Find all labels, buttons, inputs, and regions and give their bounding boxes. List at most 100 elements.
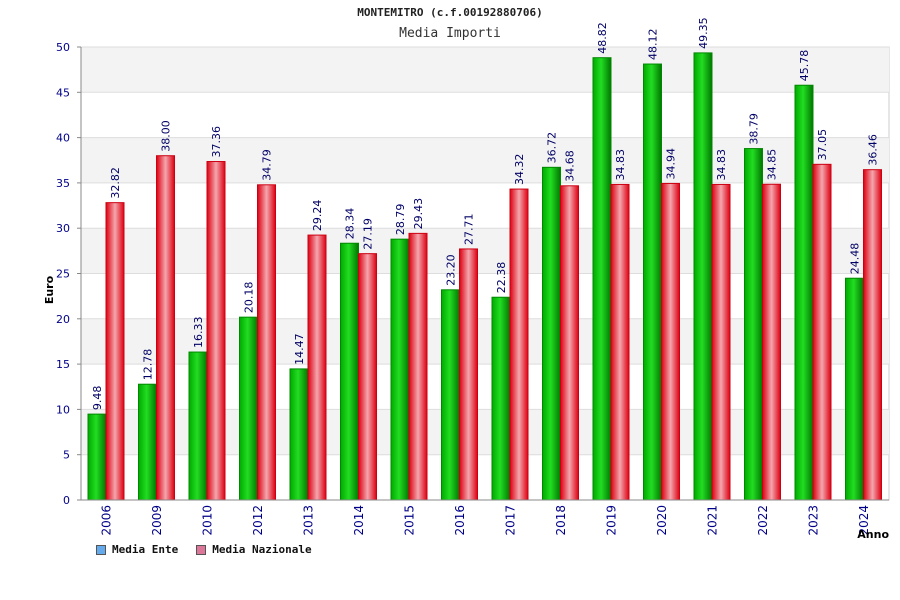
y-tick-label: 15	[56, 358, 70, 371]
chart-subtitle: Media Importi	[399, 26, 501, 41]
x-tick-label: 2020	[655, 505, 669, 536]
data-label: 20.18	[243, 282, 256, 314]
bar-media-ente	[87, 413, 107, 501]
x-tick-label: 2010	[200, 505, 214, 536]
data-label: 38.00	[160, 120, 173, 152]
x-tick-label: 2023	[806, 505, 820, 536]
bar-media-nazionale	[257, 184, 276, 501]
x-tick-label: 2024	[857, 505, 871, 536]
bar-media-ente	[744, 148, 763, 501]
bar-media-nazionale	[156, 155, 175, 501]
bar-media-ente	[592, 57, 612, 501]
data-label: 34.32	[513, 154, 526, 186]
y-tick-label: 10	[56, 403, 70, 416]
data-label: 22.38	[495, 262, 508, 294]
data-label: 34.79	[261, 149, 274, 181]
data-label: 9.48	[91, 386, 104, 411]
bar-media-ente	[845, 277, 864, 501]
labels-layer: 9.48 32.82 12.78 38.00 16.33 37.36 20.18 34.79 1…	[91, 17, 880, 410]
legend-item-media-ente: Media Ente	[96, 543, 178, 556]
x-tick-label: 2006	[99, 505, 113, 536]
data-label: 37.05	[816, 129, 829, 161]
y-tick-label: 45	[56, 86, 70, 99]
bar-media-nazionale	[408, 232, 428, 501]
bar-media-nazionale	[459, 248, 478, 501]
bar-media-ente	[188, 351, 208, 501]
bar-media-nazionale	[206, 161, 226, 501]
data-label: 34.83	[715, 149, 728, 181]
chart-title: MONTEMITRO (c.f.00192880706)	[357, 6, 543, 19]
x-tick-label: 2013	[301, 505, 315, 536]
data-label: 24.48	[849, 243, 862, 275]
data-label: 34.85	[766, 149, 779, 181]
bars-layer	[87, 52, 882, 501]
bar-media-nazionale	[307, 234, 327, 501]
data-label: 29.43	[412, 198, 425, 230]
bar-media-nazionale	[711, 183, 731, 501]
y-tick-label: 30	[56, 222, 70, 235]
data-label: 23.20	[445, 254, 458, 286]
bar-media-nazionale	[509, 188, 529, 501]
data-label: 36.72	[546, 132, 559, 164]
bar-media-nazionale	[661, 182, 680, 501]
x-tick-label: 2019	[604, 505, 618, 536]
bar-media-nazionale	[762, 183, 781, 501]
x-tick-label: 2022	[756, 505, 770, 536]
y-tick-label: 20	[56, 313, 70, 326]
data-label: 38.79	[748, 113, 761, 145]
legend: Media Ente Media Nazionale	[96, 543, 312, 556]
data-label: 48.82	[596, 22, 609, 54]
y-tick-label: 25	[56, 268, 70, 281]
bar-media-ente	[441, 289, 460, 501]
data-label: 34.94	[665, 148, 678, 180]
data-label: 34.83	[614, 149, 627, 181]
legend-label-media-ente: Media Ente	[112, 543, 179, 556]
bar-media-nazionale	[105, 202, 125, 501]
bar-media-ente	[794, 84, 814, 501]
data-label: 34.68	[564, 150, 577, 182]
bar-media-ente	[138, 383, 157, 501]
data-label: 27.19	[362, 218, 375, 250]
data-label: 14.47	[293, 333, 306, 365]
data-label: 37.36	[210, 126, 223, 158]
bar-media-nazionale	[812, 163, 832, 501]
bar-media-ente	[643, 63, 662, 501]
y-tick-label: 0	[63, 494, 70, 507]
data-label: 36.46	[867, 134, 880, 166]
data-label: 27.71	[463, 213, 476, 245]
grid-band	[81, 47, 889, 93]
data-label: 45.78	[798, 50, 811, 82]
x-tick-label: 2018	[554, 505, 568, 536]
legend-item-media-nazionale: Media Nazionale	[196, 543, 312, 556]
axes-layer: 0 5 10 15 20 25 30 35 40 45 50 2006 2009 2010 2012 2013…	[43, 41, 889, 541]
x-tick-label: 2014	[352, 505, 366, 536]
data-label: 28.34	[344, 208, 357, 240]
y-tick-label: 5	[63, 449, 70, 462]
bar-media-nazionale	[610, 183, 630, 501]
bar-media-ente	[542, 166, 561, 501]
y-tick-label: 50	[56, 41, 70, 54]
x-tick-label: 2021	[705, 505, 719, 536]
bar-media-ente	[340, 242, 359, 501]
legend-label-media-nazionale: Media Nazionale	[212, 543, 312, 556]
data-label: 29.24	[311, 200, 324, 232]
data-label: 16.33	[192, 317, 205, 349]
bar-media-ente	[491, 296, 511, 501]
legend-swatch-media-nazionale	[196, 544, 207, 555]
data-label: 28.79	[394, 204, 407, 236]
bar-media-nazionale	[863, 169, 882, 501]
data-label: 32.82	[109, 167, 122, 199]
x-axis-title: Anno	[857, 528, 889, 541]
y-tick-label: 35	[56, 177, 70, 190]
x-tick-label: 2017	[503, 505, 517, 536]
bar-media-ente	[390, 238, 410, 501]
data-label: 49.35	[697, 17, 710, 49]
bar-media-ente	[239, 316, 258, 501]
x-tick-label: 2012	[251, 505, 265, 536]
x-tick-label: 2009	[150, 505, 164, 536]
data-label: 12.78	[142, 349, 155, 381]
legend-swatch-media-ente	[96, 544, 106, 555]
bar-media-nazionale	[358, 253, 377, 501]
